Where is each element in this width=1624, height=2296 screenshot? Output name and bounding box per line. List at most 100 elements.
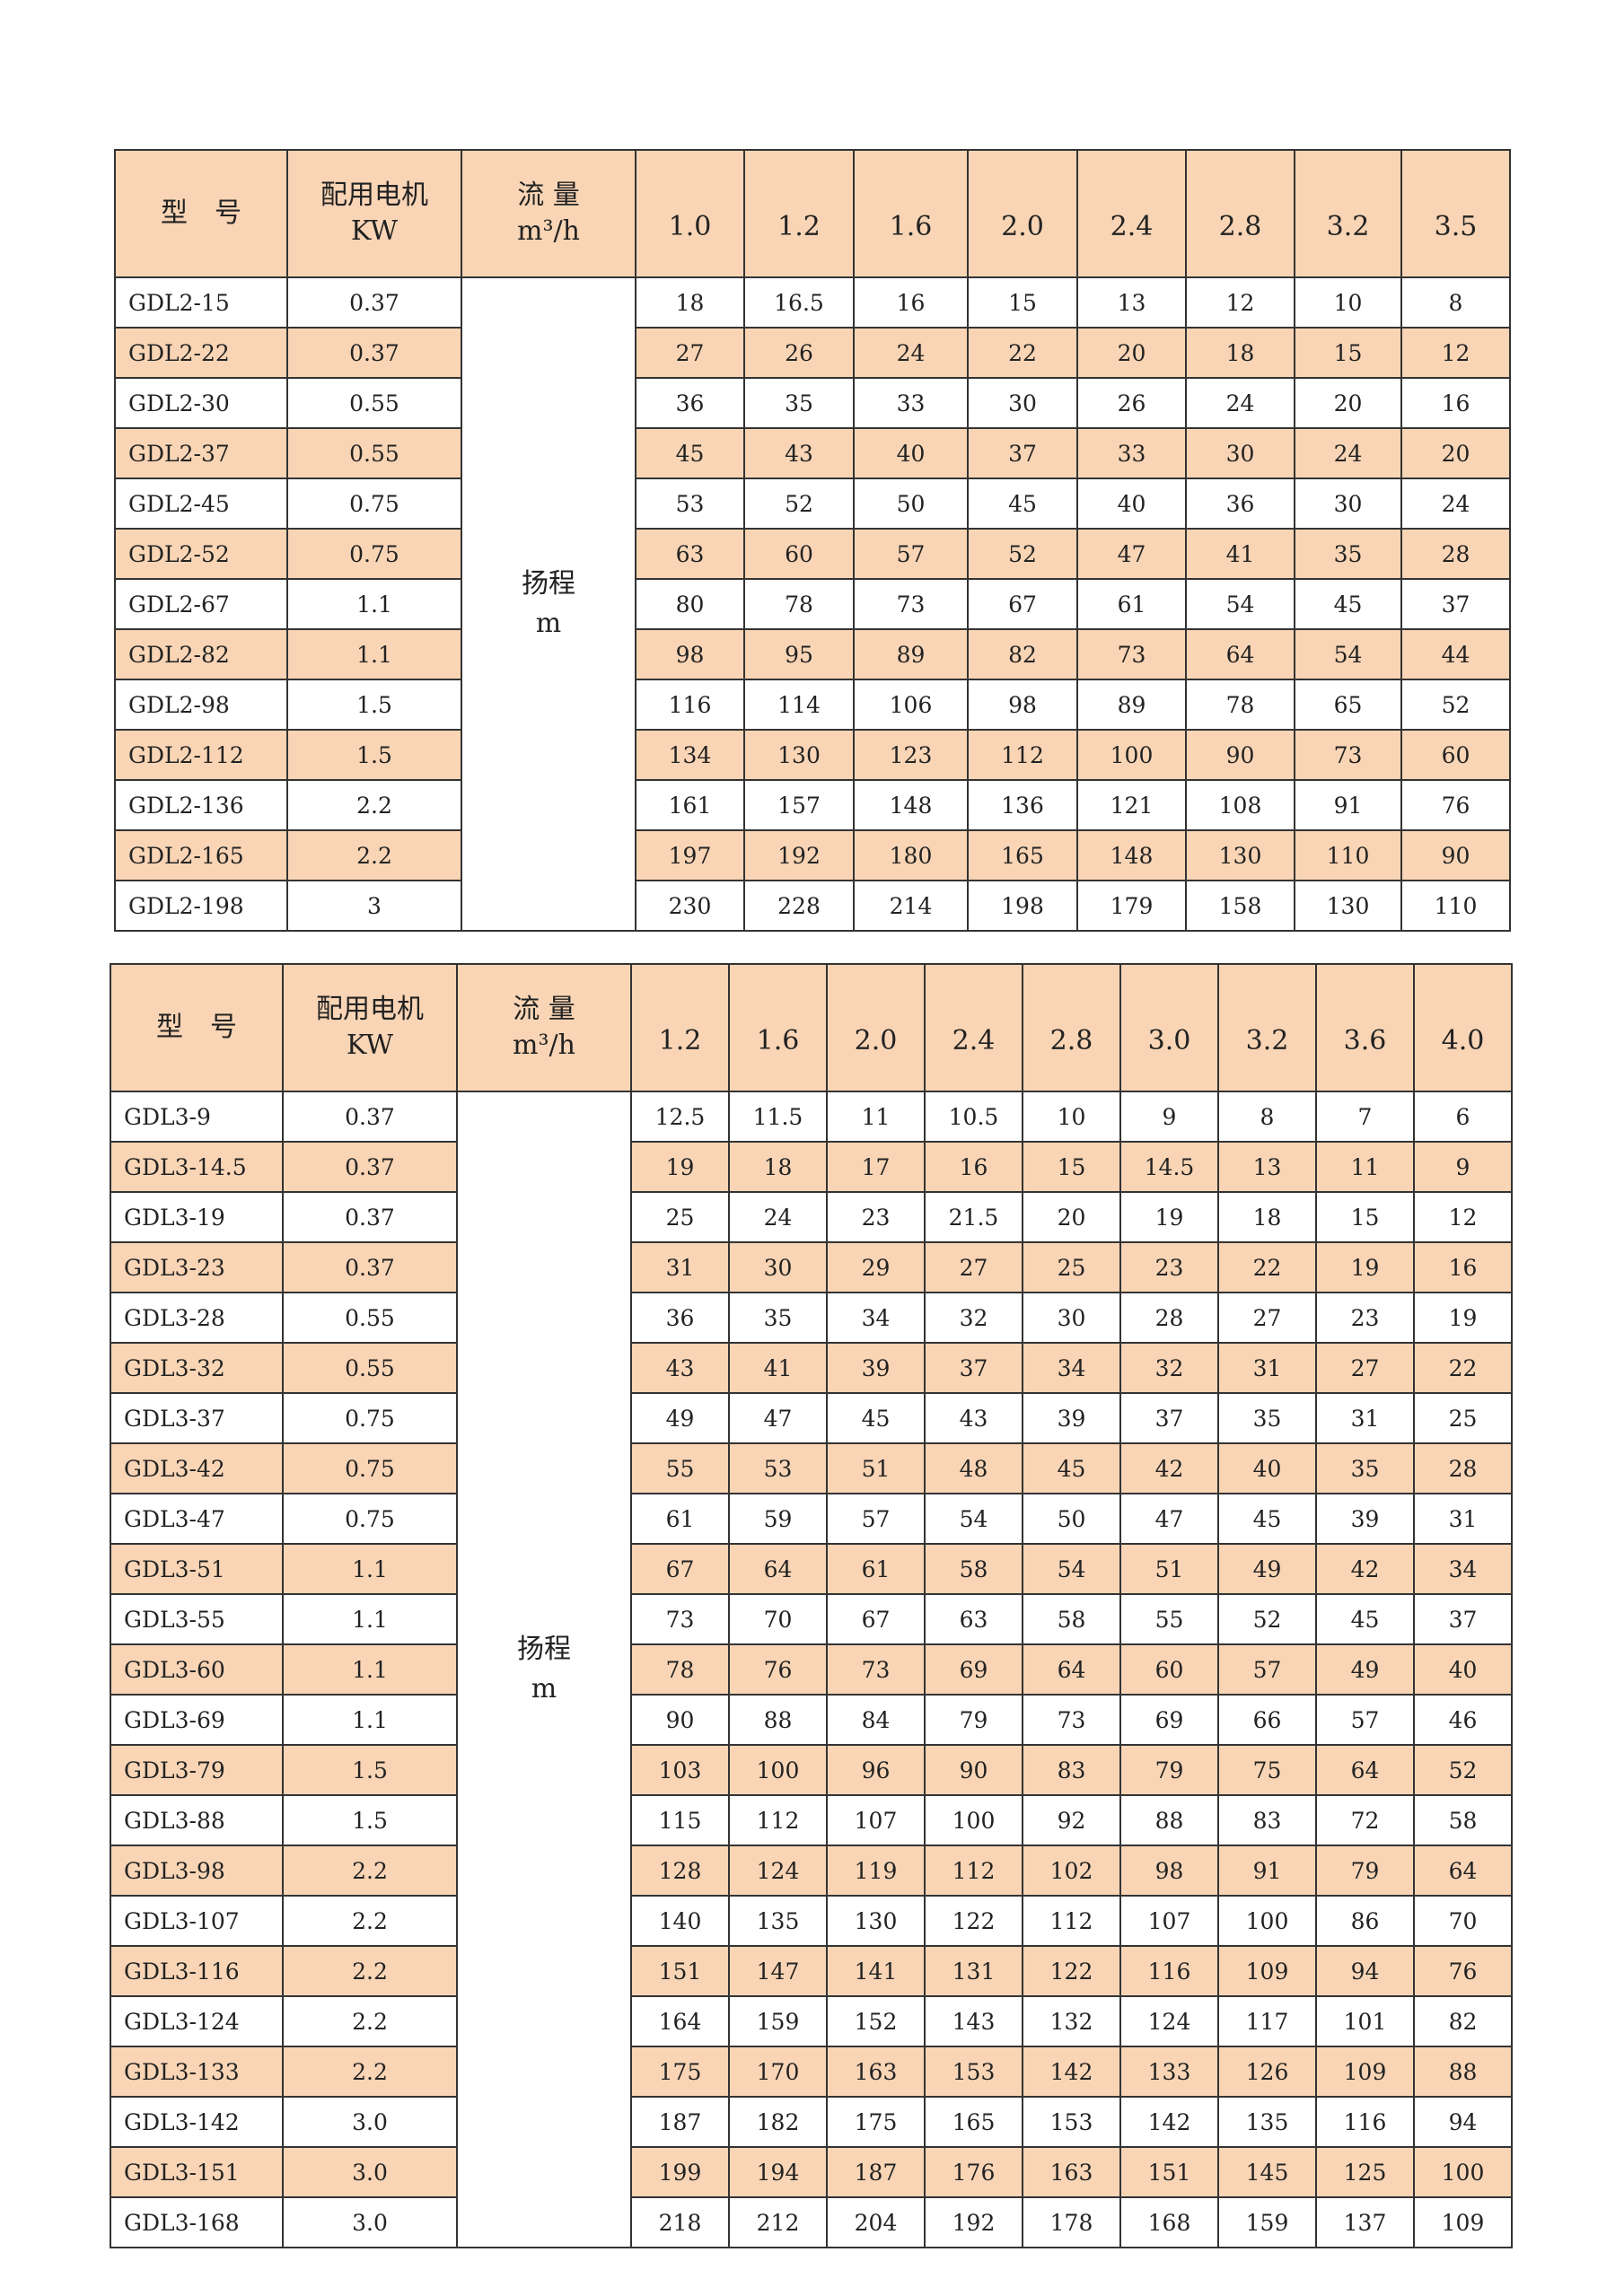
value-cell: 0.55 — [282, 1342, 458, 1394]
header-cell: 1.0 — [635, 149, 745, 278]
value-cell: 119 — [826, 1845, 926, 1897]
value-cell: 52 — [967, 528, 1078, 580]
value-cell: 16 — [853, 276, 969, 329]
value-cell: 37 — [1400, 578, 1511, 630]
header-cell: 4.0 — [1413, 963, 1513, 1092]
value-cell: 98 — [1119, 1845, 1219, 1897]
value-cell: 41 — [1185, 528, 1295, 580]
model-cell: GDL3-47 — [110, 1493, 284, 1545]
model-cell: GDL3-107 — [110, 1895, 284, 1947]
value-cell: 53 — [635, 478, 745, 530]
value-cell: 40 — [1076, 478, 1187, 530]
value-cell: 35 — [1294, 528, 1402, 580]
value-cell: 65 — [1294, 679, 1402, 731]
model-cell: GDL3-60 — [110, 1643, 284, 1696]
head-line: m — [535, 608, 562, 639]
value-cell: 147 — [728, 1945, 828, 1997]
model-cell: GDL3-88 — [110, 1794, 284, 1846]
value-cell: 22 — [967, 327, 1078, 379]
value-cell: 79 — [1315, 1845, 1415, 1897]
value-cell: 1.1 — [286, 578, 462, 630]
value-cell: 19 — [1413, 1292, 1513, 1344]
value-cell: 80 — [635, 578, 745, 630]
value-cell: 163 — [826, 2046, 926, 2098]
value-cell: 159 — [1217, 2196, 1317, 2248]
data-row: GDL2-112 1.5 134 130 123 112 100 90 73 60 — [114, 729, 1511, 781]
value-cell: 13 — [1217, 1141, 1317, 1193]
data-row: GDL3-47 0.75 61 59 57 54 50 47 45 39 31 — [110, 1493, 1513, 1545]
value-cell: 76 — [1400, 779, 1511, 831]
value-cell: 54 — [1022, 1543, 1121, 1595]
model-cell: GDL3-79 — [110, 1744, 284, 1796]
data-row: GDL2-37 0.55 45 43 40 37 33 30 24 20 — [114, 427, 1511, 479]
value-cell: 28 — [1413, 1442, 1513, 1494]
model-cell: GDL3-28 — [110, 1292, 284, 1344]
value-cell: 27 — [924, 1241, 1023, 1293]
data-row: GDL2-98 1.5 116 114 106 98 89 78 65 52 — [114, 679, 1511, 731]
value-cell: 30 — [1185, 427, 1295, 479]
value-cell: 22 — [1413, 1342, 1513, 1394]
value-cell: 90 — [1185, 729, 1295, 781]
value-cell: 63 — [635, 528, 745, 580]
value-cell: 153 — [924, 2046, 1023, 2098]
value-cell: 187 — [826, 2146, 926, 2198]
header-cell: 型 号 — [114, 149, 288, 278]
head-line: 扬程 — [522, 568, 575, 600]
value-cell: 57 — [1315, 1694, 1415, 1746]
value-cell: 64 — [1315, 1744, 1415, 1796]
header-cell: 流 量 m³/h — [461, 149, 636, 278]
value-cell: 165 — [924, 2096, 1023, 2148]
value-cell: 135 — [1217, 2096, 1317, 2148]
value-cell: 30 — [728, 1241, 828, 1293]
value-cell: 49 — [630, 1392, 730, 1444]
header-cell: 配用电机 KW — [282, 963, 458, 1092]
value-cell: 83 — [1217, 1794, 1317, 1846]
value-cell: 100 — [1076, 729, 1187, 781]
value-cell: 116 — [1119, 1945, 1219, 1997]
value-cell: 141 — [826, 1945, 926, 1997]
value-cell: 37 — [924, 1342, 1023, 1394]
value-cell: 66 — [1217, 1694, 1317, 1746]
value-cell: 30 — [1294, 478, 1402, 530]
value-cell: 13 — [1076, 276, 1187, 329]
model-cell: GDL3-51 — [110, 1543, 284, 1595]
value-cell: 0.75 — [282, 1493, 458, 1545]
data-row: GDL3-142 3.0 187 182 175 165 153 142 135 116 94 — [110, 2096, 1513, 2148]
value-cell: 16 — [1413, 1241, 1513, 1293]
value-cell: 58 — [1022, 1593, 1121, 1645]
data-row: GDL3-9 0.37 扬程 m 12.5 11.5 11 10.5 10 9 8 7 6 — [110, 1091, 1513, 2248]
value-cell: 19 — [630, 1141, 730, 1193]
model-cell: GDL2-112 — [114, 729, 288, 781]
value-cell: 30 — [1022, 1292, 1121, 1344]
header-line: KW — [350, 215, 399, 247]
value-cell: 83 — [1022, 1744, 1121, 1796]
value-cell: 91 — [1217, 1845, 1317, 1897]
value-cell: 54 — [924, 1493, 1023, 1545]
header-cell: 流 量 m³/h — [456, 963, 632, 1092]
value-cell: 12 — [1400, 327, 1511, 379]
header-line: 配用电机 — [316, 994, 424, 1025]
value-cell: 98 — [967, 679, 1078, 731]
header-cell: 2.0 — [826, 963, 926, 1092]
value-cell: 94 — [1413, 2096, 1513, 2148]
value-cell: 218 — [630, 2196, 730, 2248]
value-cell: 165 — [967, 829, 1078, 881]
value-cell: 45 — [967, 478, 1078, 530]
header-row: 型 号 配用电机 KW 流 量 m³/h 1.0 1.2 1.6 2.0 2.4 2.8 3.2 3.5 — [114, 149, 1511, 278]
value-cell: 6 — [1413, 1091, 1513, 1143]
value-cell: 75 — [1217, 1744, 1317, 1796]
value-cell: 0.37 — [282, 1091, 458, 1143]
value-cell: 34 — [826, 1292, 926, 1344]
value-cell: 55 — [630, 1442, 730, 1494]
data-row: GDL3-60 1.1 78 76 73 69 64 60 57 49 40 — [110, 1643, 1513, 1696]
value-cell: 106 — [853, 679, 969, 731]
value-cell: 51 — [826, 1442, 926, 1494]
value-cell: 180 — [853, 829, 969, 881]
value-cell: 60 — [743, 528, 855, 580]
value-cell: 168 — [1119, 2196, 1219, 2248]
head-line: 扬程 — [517, 1634, 571, 1665]
value-cell: 10 — [1294, 276, 1402, 329]
value-cell: 134 — [635, 729, 745, 781]
value-cell: 57 — [853, 528, 969, 580]
value-cell: 25 — [1413, 1392, 1513, 1444]
